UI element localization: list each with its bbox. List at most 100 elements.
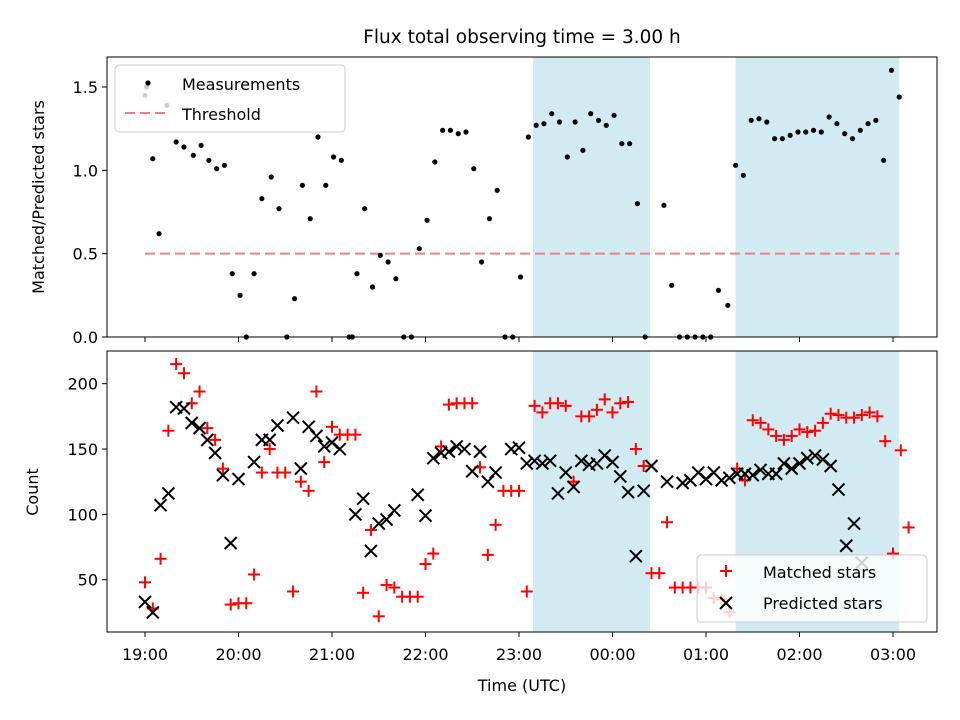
measurement-point — [533, 122, 539, 128]
x-tick-label: 20:00 — [215, 645, 261, 664]
ratio-x-axis-ticks — [144, 337, 894, 342]
measurement-point — [826, 114, 832, 120]
predicted-star-point — [333, 442, 347, 456]
predicted-star-point — [457, 442, 472, 456]
predicted-star-point — [621, 485, 635, 499]
matched-star-point — [411, 590, 424, 603]
measurement-point — [432, 159, 438, 165]
matched-star-point — [380, 578, 393, 591]
predicted-star-point — [364, 544, 378, 558]
predicted-star-point — [216, 468, 230, 482]
y-tick-label: 150 — [67, 440, 98, 459]
predicted-star-point — [792, 456, 807, 471]
measurement-point — [156, 231, 162, 237]
predicted-star-point — [411, 488, 425, 502]
matched-star-point — [364, 524, 377, 537]
x-tick-label: 21:00 — [309, 645, 355, 664]
measurement-point — [865, 121, 871, 127]
measurement-point — [849, 136, 856, 142]
measurement-point — [764, 119, 770, 125]
matched-star-point — [871, 410, 884, 423]
measurement-point — [756, 116, 762, 122]
measurement-point — [588, 111, 594, 117]
measurement-point — [323, 182, 329, 188]
matched-star-point — [489, 518, 502, 531]
measurement-point — [424, 217, 430, 223]
predicted-star-point — [535, 456, 550, 471]
measurement-point — [471, 166, 477, 172]
matched-star-point — [777, 433, 790, 446]
legend-predicted-label: Predicted stars — [763, 594, 883, 613]
measurement-point — [525, 134, 531, 140]
predicted-star-point — [161, 486, 176, 501]
matched-star-point — [388, 581, 401, 594]
count-panel: 50 100 150 200 19:00 20:00 21:00 22:00 23:00 00:… — [23, 350, 938, 695]
measurement-point — [896, 94, 902, 100]
measurement-point — [369, 284, 376, 290]
measurement-point — [486, 216, 492, 222]
chart-title: Flux total observing time = 3.00 h — [363, 27, 681, 48]
measurement-point — [315, 134, 321, 140]
matched-star-point — [427, 547, 440, 560]
measurement-points — [142, 67, 902, 340]
matched-star-point — [170, 358, 183, 371]
matched-star-point — [848, 411, 861, 424]
measurement-point — [393, 276, 399, 282]
measurement-point — [447, 127, 454, 133]
measurement-point — [787, 132, 793, 138]
predicted-star-point — [418, 508, 433, 523]
matched-star-point — [240, 597, 253, 610]
matched-star-point — [902, 521, 915, 534]
predicted-star-point — [566, 480, 581, 494]
predicted-star-point — [527, 454, 542, 468]
x-axis-label: Time (UTC) — [477, 676, 566, 695]
x-tick-label: 01:00 — [683, 645, 729, 664]
measurement-point — [299, 182, 305, 188]
matched-star-point — [318, 456, 331, 469]
measurement-point — [354, 271, 360, 277]
matched-star-point — [481, 548, 494, 561]
matched-star-point — [738, 474, 751, 487]
matched-star-point — [294, 475, 307, 488]
matched-star-point — [816, 416, 829, 429]
ratio-legend: Measurements Threshold — [114, 64, 346, 133]
predicted-star-point — [785, 461, 799, 476]
measurement-point — [276, 206, 282, 212]
matched-star-point — [255, 466, 268, 479]
predicted-star-point — [636, 484, 651, 498]
measurement-point — [733, 162, 739, 168]
count-axes-frame — [106, 350, 938, 633]
legend-threshold-label: Threshold — [181, 105, 261, 124]
measurement-point — [771, 136, 778, 142]
predicted-star-point — [177, 401, 191, 416]
predicted-star-point — [714, 473, 729, 488]
measurement-point — [463, 129, 469, 135]
matched-star-point — [824, 407, 837, 420]
matched-star-point — [583, 410, 596, 423]
matched-star-point — [279, 466, 292, 479]
measurement-point — [603, 122, 609, 128]
legend-matched-marker — [720, 565, 732, 577]
measurement-point — [740, 172, 747, 178]
matched-star-point — [435, 440, 448, 453]
ratio-y-axis: 0.0 0.5 1.0 1.5 — [73, 78, 107, 347]
predicted-star-point — [185, 416, 199, 430]
predicted-star-point — [270, 418, 285, 433]
measurement-point — [214, 166, 220, 172]
matched-star-point — [770, 429, 783, 442]
ratio-shaded-intervals — [533, 57, 900, 337]
measurement-point — [779, 136, 785, 142]
predicted-star-point — [753, 463, 768, 477]
predicted-star-point — [722, 471, 737, 485]
matched-star-point — [590, 403, 603, 416]
matched-star-point — [559, 399, 572, 412]
measurement-point — [834, 121, 840, 127]
measurement-point — [292, 296, 298, 302]
predicted-star-point — [488, 465, 503, 480]
measurement-point — [362, 206, 368, 212]
legend-measurements-label: Measurements — [182, 75, 300, 94]
predicted-star-point — [146, 605, 160, 620]
measurement-point — [198, 142, 204, 148]
predicted-star-point — [808, 448, 822, 463]
matched-star-point — [754, 416, 767, 429]
